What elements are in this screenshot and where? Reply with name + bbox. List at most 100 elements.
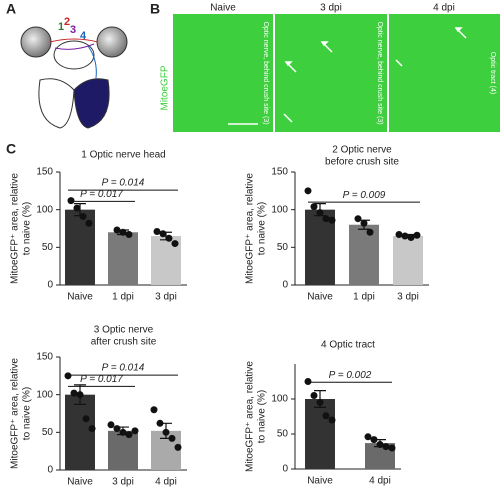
data-point <box>395 231 403 239</box>
data-point <box>165 234 173 242</box>
data-point <box>119 428 127 436</box>
data-point <box>382 443 390 451</box>
data-point <box>64 372 72 380</box>
channel-label: MitoeGFP <box>160 65 171 110</box>
data-point <box>131 427 139 435</box>
data-point <box>304 378 312 385</box>
y-tick-label: 0 <box>282 280 288 291</box>
column-label: Naive <box>210 3 236 14</box>
data-point <box>413 231 421 239</box>
x-tick-label: 4 dpi <box>155 477 177 488</box>
y-tick-label: 50 <box>277 429 289 440</box>
site-number: 2 <box>64 16 70 28</box>
data-point <box>407 234 415 242</box>
data-point <box>150 406 158 414</box>
data-point <box>171 240 179 248</box>
chart-title: 3 Optic nerve <box>94 325 154 336</box>
data-point <box>354 215 362 223</box>
bar <box>349 224 379 285</box>
x-tick-label: Naive <box>307 476 333 487</box>
data-point <box>310 203 318 211</box>
data-point <box>70 389 78 397</box>
y-tick-label: 50 <box>42 427 54 438</box>
y-tick-label: 0 <box>47 280 53 291</box>
y-tick-label: 150 <box>36 352 53 363</box>
data-point <box>328 216 336 224</box>
column-label: 4 dpi <box>433 3 455 14</box>
data-point <box>328 416 336 424</box>
bar <box>65 394 95 470</box>
data-point <box>401 232 409 240</box>
data-point <box>85 219 93 227</box>
data-point <box>119 228 127 236</box>
y-tick-label: 150 <box>271 167 288 178</box>
y-axis-label: MitoeGFP⁺ area, relative <box>245 173 256 284</box>
y-tick-label: 100 <box>271 394 288 405</box>
data-point <box>107 421 115 429</box>
data-point <box>73 204 81 212</box>
p-value: P = 0.014 <box>102 178 145 189</box>
site-number: 1 <box>58 21 64 33</box>
y-axis-label: to naive (%) <box>257 390 268 443</box>
y-tick-label: 0 <box>282 464 288 475</box>
data-point <box>304 187 312 195</box>
y-tick-label: 50 <box>42 242 54 253</box>
chart-title: before crush site <box>325 157 399 168</box>
chart-title: 1 Optic nerve head <box>81 150 166 161</box>
site-label: Optic nerve, behind crush site (3) <box>376 21 383 124</box>
column-label: 3 dpi <box>320 3 342 14</box>
data-point <box>153 228 161 236</box>
panel-label: C <box>6 141 16 157</box>
x-tick-label: 3 dpi <box>397 292 419 303</box>
data-point <box>322 412 330 420</box>
y-tick-label: 100 <box>36 204 53 215</box>
y-axis-label: to naive (%) <box>22 387 33 440</box>
data-point <box>366 228 374 236</box>
panel-label: B <box>150 1 160 17</box>
x-tick-label: 1 dpi <box>353 292 375 303</box>
site-label: Optic nerve, behind crush site (3) <box>262 21 269 124</box>
brain-schematic <box>20 26 128 129</box>
bar <box>305 399 335 469</box>
data-point <box>316 209 324 217</box>
data-point <box>168 434 176 442</box>
data-point <box>79 212 87 220</box>
bar <box>108 430 138 470</box>
x-tick-label: 1 dpi <box>112 292 134 303</box>
y-tick-label: 0 <box>47 465 53 476</box>
y-axis-label: MitoeGFP⁺ area, relative <box>10 173 21 284</box>
panel-label: A <box>6 1 16 17</box>
data-point <box>364 433 372 441</box>
site-number: 3 <box>70 24 76 36</box>
data-point <box>113 425 121 433</box>
p-value: P = 0.002 <box>329 370 372 381</box>
y-tick-label: 100 <box>36 389 53 400</box>
data-point <box>162 428 170 436</box>
chart-title: 2 Optic nerve <box>332 145 392 156</box>
y-tick-label: 150 <box>36 167 53 178</box>
data-point <box>316 399 324 406</box>
data-point <box>360 219 368 227</box>
site-number: 4 <box>80 30 87 42</box>
y-axis-label: MitoeGFP⁺ area, relative <box>245 361 256 472</box>
data-point <box>370 436 378 444</box>
data-point <box>88 425 96 433</box>
data-point <box>67 197 75 205</box>
data-point <box>82 415 90 423</box>
data-point <box>76 391 84 399</box>
x-tick-label: 3 dpi <box>112 477 134 488</box>
x-tick-label: 3 dpi <box>155 292 177 303</box>
x-tick-label: 4 dpi <box>369 476 391 487</box>
bar <box>108 232 138 285</box>
chart-title: 4 Optic tract <box>321 340 375 351</box>
data-point <box>125 431 133 439</box>
data-point <box>322 215 330 223</box>
y-axis-label: to naive (%) <box>257 202 268 255</box>
data-point <box>388 444 396 452</box>
data-point <box>125 231 133 239</box>
y-tick-label: 50 <box>277 242 289 253</box>
x-tick-label: Naive <box>67 477 93 488</box>
site-label: Optic tract (4) <box>489 52 496 94</box>
y-axis-label: MitoeGFP⁺ area, relative <box>10 358 21 469</box>
x-tick-label: Naive <box>307 292 333 303</box>
